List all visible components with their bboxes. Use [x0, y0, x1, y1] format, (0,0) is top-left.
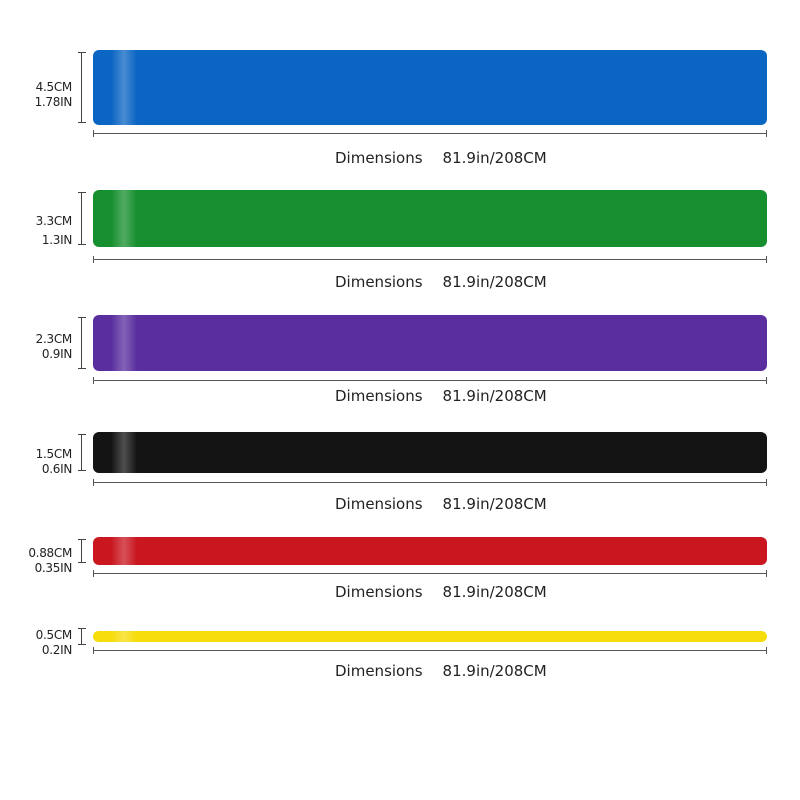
red-band-dimensions: Dimensions 81.9in/208CM: [335, 583, 547, 601]
width-cm: 4.5CM: [35, 80, 73, 94]
red-band-width-label: 0.88CM 0.35IN: [0, 546, 72, 576]
width-cm: 1.5CM: [35, 447, 73, 461]
dimensions-label: Dimensions: [335, 273, 423, 291]
purple-band-length-line: [93, 377, 767, 384]
dimensions-label: Dimensions: [335, 149, 423, 167]
length-value: 81.9in/208CM: [442, 662, 547, 680]
width-cm: 0.88CM: [28, 546, 72, 560]
black-band-height-marker: [78, 434, 86, 471]
length-value: 81.9in/208CM: [442, 583, 547, 601]
blue-band-length-line: [93, 130, 767, 137]
green-band-dimensions: Dimensions 81.9in/208CM: [335, 273, 547, 291]
black-band-length-line: [93, 479, 767, 486]
dimensions-label: Dimensions: [335, 662, 423, 680]
yellow-band-length-line: [93, 647, 767, 654]
length-value: 81.9in/208CM: [442, 495, 547, 513]
width-in: 0.9IN: [41, 347, 72, 361]
width-in: 1.78IN: [34, 95, 73, 109]
width-cm: 0.5CM: [35, 628, 73, 642]
red-band-length-line: [93, 570, 767, 577]
blue-band-width-label: 4.5CM 1.78IN: [0, 80, 73, 110]
blue-resistance-band: [93, 50, 767, 125]
purple-resistance-band: [93, 315, 767, 371]
width-cm: 3.3CM: [35, 214, 73, 228]
width-in: 1.3IN: [41, 233, 72, 247]
length-value: 81.9in/208CM: [442, 387, 547, 405]
dimensions-label: Dimensions: [335, 583, 423, 601]
green-band-length-line: [93, 256, 767, 263]
yellow-resistance-band: [93, 631, 767, 642]
length-value: 81.9in/208CM: [442, 149, 547, 167]
blue-band-height-marker: [78, 52, 86, 123]
width-in: 0.6IN: [41, 462, 72, 476]
width-in: 0.35IN: [34, 561, 73, 575]
purple-band-dimensions: Dimensions 81.9in/208CM: [335, 387, 547, 405]
width-cm: 2.3CM: [35, 332, 73, 346]
black-band-width-label: 1.5CM 0.6IN: [0, 447, 73, 477]
black-band-dimensions: Dimensions 81.9in/208CM: [335, 495, 547, 513]
green-resistance-band: [93, 190, 767, 247]
dimensions-label: Dimensions: [335, 495, 423, 513]
blue-band-dimensions: Dimensions 81.9in/208CM: [335, 149, 547, 167]
green-band-height-marker: [78, 192, 86, 245]
length-value: 81.9in/208CM: [442, 273, 547, 291]
black-resistance-band: [93, 432, 767, 473]
purple-band-width-label: 2.3CM 0.9IN: [0, 332, 73, 362]
yellow-band-height-marker: [78, 628, 86, 645]
dimensions-label: Dimensions: [335, 387, 423, 405]
yellow-band-dimensions: Dimensions 81.9in/208CM: [335, 662, 547, 680]
yellow-band-width-label: 0.5CM 0.2IN: [0, 628, 73, 658]
purple-band-height-marker: [78, 317, 86, 369]
green-band-width-label: 3.3CM 1.3IN: [0, 214, 73, 248]
red-band-height-marker: [78, 539, 86, 563]
width-in: 0.2IN: [41, 643, 72, 657]
red-resistance-band: [93, 537, 767, 565]
